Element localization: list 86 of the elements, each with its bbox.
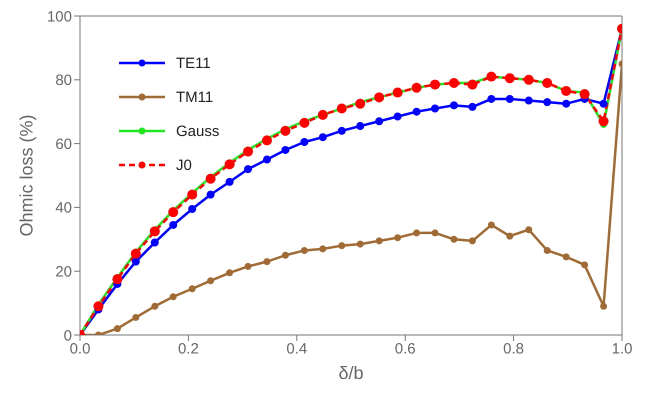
point	[170, 293, 177, 300]
point	[581, 261, 588, 268]
point	[356, 240, 364, 248]
point	[114, 325, 121, 332]
point	[338, 126, 346, 135]
point	[188, 285, 196, 292]
point	[394, 234, 402, 242]
y-tick-label: 100	[46, 8, 72, 26]
point	[93, 301, 104, 312]
point	[282, 252, 289, 259]
legend-label: TE11	[176, 54, 211, 72]
point	[168, 207, 178, 218]
point	[132, 314, 140, 321]
y-tick-label: 40	[55, 200, 72, 217]
point	[319, 245, 326, 252]
point	[600, 302, 608, 310]
point	[338, 242, 346, 250]
point	[130, 248, 141, 259]
x-tick-label: 0.8	[503, 340, 524, 358]
point	[169, 220, 178, 229]
point	[468, 102, 476, 111]
point	[244, 262, 252, 270]
point	[356, 122, 364, 130]
x-tick-label: 0.0	[70, 340, 90, 358]
point	[300, 138, 308, 146]
point	[580, 89, 590, 100]
x-axis-title: δ/b	[338, 363, 364, 383]
point	[299, 118, 310, 128]
point	[206, 190, 215, 199]
point	[562, 100, 570, 108]
x-tick-label: 1.0	[612, 340, 632, 358]
point	[150, 226, 160, 236]
point	[450, 101, 458, 110]
point	[281, 146, 290, 154]
point	[562, 253, 570, 260]
point	[544, 246, 551, 254]
point	[132, 258, 140, 266]
y-axis-title: Ohmic loss (%)	[16, 114, 36, 237]
point	[488, 221, 495, 228]
point	[412, 108, 421, 116]
point	[300, 246, 308, 254]
point	[468, 237, 476, 244]
point	[600, 100, 608, 108]
y-tick-label: 60	[55, 136, 72, 153]
point	[112, 274, 122, 284]
legend-label: TM11	[176, 88, 214, 106]
point	[467, 80, 478, 90]
point	[280, 126, 290, 136]
x-tick-label: 0.4	[286, 340, 308, 358]
point	[226, 269, 234, 276]
point	[506, 94, 514, 103]
point	[226, 178, 234, 186]
point	[524, 96, 533, 105]
point	[543, 98, 552, 106]
point	[206, 174, 216, 184]
point	[263, 258, 270, 266]
point	[262, 156, 271, 164]
point	[525, 226, 532, 234]
point	[207, 277, 214, 284]
point	[262, 135, 272, 146]
point	[244, 165, 252, 174]
y-tick-label: 20	[55, 264, 72, 281]
point	[487, 94, 496, 103]
point	[450, 236, 458, 243]
point	[224, 159, 235, 170]
y-tick-label: 80	[55, 72, 72, 90]
point	[150, 238, 159, 246]
point	[413, 229, 420, 236]
point	[431, 104, 440, 113]
y-tick-label: 0	[64, 327, 72, 344]
x-tick-label: 0.6	[394, 340, 416, 358]
point	[187, 190, 198, 200]
x-tick-label: 0.2	[178, 340, 199, 358]
point	[318, 133, 327, 142]
point	[151, 302, 158, 310]
point	[243, 146, 254, 157]
point	[376, 237, 383, 244]
point	[432, 229, 439, 236]
point	[355, 98, 366, 109]
point	[375, 117, 384, 126]
legend-label: J0	[176, 156, 192, 174]
point	[598, 116, 609, 126]
point	[188, 204, 196, 213]
point	[394, 112, 402, 120]
point	[506, 232, 514, 240]
legend-label: Gauss	[176, 122, 220, 140]
